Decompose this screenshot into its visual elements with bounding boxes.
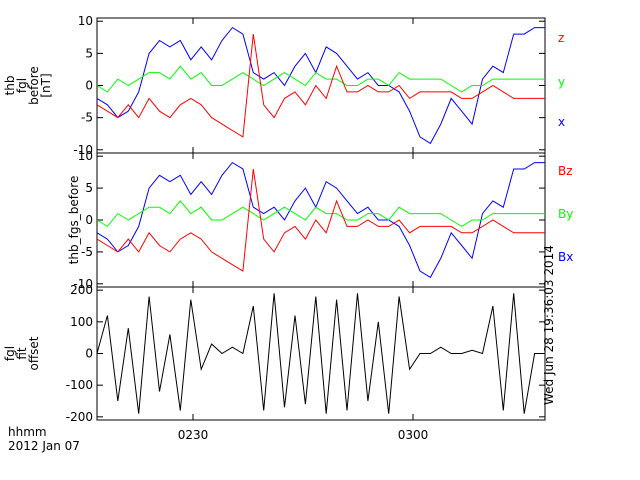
panels-group: -10-50510thbfglbefore[nT]xyz-10-50510thb… (3, 14, 573, 442)
y-tick-label: 200 (70, 283, 93, 297)
legend-entry: z (558, 31, 564, 45)
y-tick-label: 5 (85, 46, 93, 60)
y-tick-label: -10 (73, 277, 93, 291)
y-tick-label: -100 (66, 378, 93, 392)
y-axis-label: fit (15, 347, 29, 360)
y-axis-label: thb (3, 76, 17, 96)
y-tick-label: 5 (85, 181, 93, 195)
y-tick-label: -200 (66, 410, 93, 424)
series-line (96, 168, 545, 272)
y-axis-label: [nT] (39, 73, 53, 97)
series-line (96, 34, 545, 138)
y-tick-label: 0 (85, 79, 93, 93)
y-tick-label: -5 (81, 245, 93, 259)
x-tick-label: 0230 (178, 428, 209, 442)
y-axis-label: offset (27, 336, 41, 370)
y-tick-label: -10 (73, 143, 93, 157)
timestamp-stamp: Wed Jun 28 19:36:03 2014 (542, 245, 556, 405)
series-line (96, 200, 545, 228)
y-axis-label: fgl (3, 346, 17, 361)
y-axis-label: before (27, 66, 41, 105)
y-tick-label: 0 (85, 347, 93, 361)
y-tick-label: 100 (70, 315, 93, 329)
legend-entry: x (558, 115, 565, 129)
legend-entry: Bx (558, 250, 573, 264)
y-tick-label: 10 (78, 149, 93, 163)
y-tick-label: 0 (85, 213, 93, 227)
x-axis-label-line2: 2012 Jan 07 (8, 439, 80, 453)
y-tick-label: -5 (81, 111, 93, 125)
legend-entry: y (558, 75, 565, 89)
y-axis-label: fgl (15, 78, 29, 93)
series-line (96, 65, 545, 93)
legend-entry: By (558, 207, 573, 221)
x-tick-label: 0300 (398, 428, 429, 442)
legend-entry: Bz (558, 164, 573, 178)
x-axis-label-line1: hhmm (8, 425, 47, 439)
y-tick-label: 10 (78, 14, 93, 28)
y-axis-label: thb_fgs_before (67, 176, 81, 265)
series-line (96, 161, 545, 279)
series-line (96, 293, 545, 414)
series-line (96, 26, 545, 145)
